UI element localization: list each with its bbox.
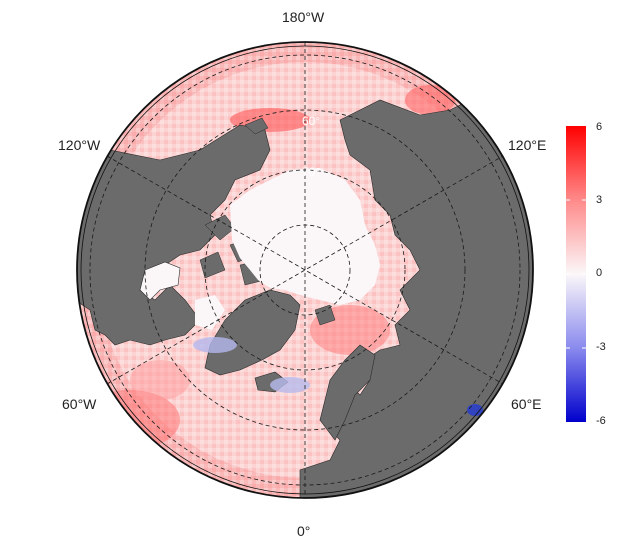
lon-label-lower-left: 60°W (62, 396, 97, 412)
map-disc (77, 42, 533, 498)
colorbar (566, 126, 586, 422)
hudson-bay (139, 261, 181, 301)
colorbar-tick-neg6: -6 (596, 415, 606, 427)
lon-label-upper-left: 120°W (58, 137, 101, 153)
lat-label-70: 70° (302, 165, 321, 179)
lon-label-upper-right: 120°E (508, 137, 547, 153)
scandinavia-landmass (319, 344, 376, 441)
colorbar-tick-0: 0 (596, 267, 603, 279)
colorbar-tick-neg3: -3 (596, 341, 606, 353)
map-frame (76, 41, 534, 499)
lat-label-60: 60° (302, 114, 321, 128)
lon-label-bottom: 0° (297, 523, 311, 539)
lon-label-lower-right: 60°E (511, 396, 542, 412)
arctic-sea-ice (230, 168, 380, 305)
cold-anomaly-patch (193, 337, 237, 353)
colorbar-tick-6: 6 (596, 121, 603, 133)
colorbar-tick-3: 3 (596, 194, 603, 206)
graticule (89, 42, 521, 498)
lon-label-top: 180°W (282, 9, 325, 25)
